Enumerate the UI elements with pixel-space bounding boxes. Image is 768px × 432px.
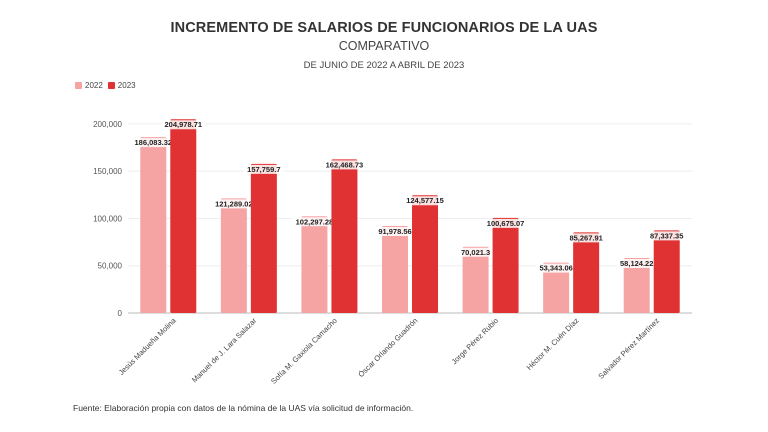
legend: 2022 2023 [75, 81, 141, 90]
data-label: 53,343.06 [539, 264, 572, 273]
bar-2023-1[interactable] [250, 163, 277, 313]
x-category-label: Jorge Pérez Rubio [450, 316, 500, 366]
legend-label-2023: 2023 [117, 81, 136, 90]
legend-swatch-2022 [75, 82, 82, 89]
x-category-label: Óscar Orlando Guadrón [356, 316, 419, 379]
bar-2023-3[interactable] [412, 195, 438, 313]
legend-item-2022[interactable]: 2022 [75, 81, 103, 90]
chart-title: INCREMENTO DE SALARIOS DE FUNCIONARIOS D… [170, 20, 598, 36]
bar-2023-2[interactable] [331, 159, 358, 313]
data-label: 124,577.15 [406, 196, 444, 205]
data-label: 186,083.32 [135, 138, 173, 147]
data-label-bg [374, 227, 416, 237]
data-label: 87,337.35 [650, 231, 683, 240]
data-label: 100,675.07 [487, 219, 525, 228]
chart-date-range: DE JUNIO DE 2022 A ABRIL DE 2023 [303, 60, 465, 71]
data-label-bg [130, 138, 176, 148]
data-label-bg [646, 231, 688, 241]
data-label-bg [160, 120, 206, 130]
x-category-label: Sofía M. Gaxiola Camacho [269, 316, 339, 386]
source-note: Fuente: Elaboración propia con datos de … [73, 403, 414, 413]
bar-2023-5[interactable] [573, 232, 600, 313]
data-label-bg [483, 218, 529, 228]
data-label-bg [211, 199, 257, 209]
y-tick-label: 50,000 [98, 262, 123, 271]
data-label: 91,978.56 [378, 227, 411, 236]
y-tick-label: 150,000 [93, 167, 122, 176]
legend-label-2022: 2022 [85, 81, 103, 90]
bar-2023-4[interactable] [492, 217, 519, 313]
data-label: 102,297.28 [296, 217, 334, 226]
chart-subtitle: COMPARATIVO [338, 39, 430, 53]
data-label: 85,267.91 [569, 233, 602, 242]
data-label-bg [243, 164, 285, 174]
data-label: 157,759.7 [247, 165, 280, 174]
bar-2022-3[interactable] [382, 226, 408, 313]
y-tick-label: 200,000 [93, 120, 122, 129]
legend-item-2023[interactable]: 2023 [107, 81, 136, 90]
bar-2023-0[interactable] [170, 119, 197, 313]
bar-2022-4[interactable] [462, 246, 489, 313]
data-label-bg [291, 217, 337, 227]
bar-2022-0[interactable] [140, 137, 167, 313]
data-label: 121,289.02 [215, 199, 253, 208]
x-category-label: Manuel de J. Lara Salazar [190, 316, 259, 385]
legend-swatch-2023 [107, 82, 115, 89]
bar-2022-1[interactable] [220, 198, 247, 313]
data-label: 70,021.3 [461, 248, 490, 257]
bar-2023-6[interactable] [653, 230, 680, 313]
data-label: 204,978.71 [165, 120, 203, 129]
x-category-label: Salvador Pérez Martínez [596, 316, 661, 381]
data-label-bg [535, 263, 577, 273]
data-label-bg [616, 259, 658, 269]
x-category-label: Jesús Madueña Molina [117, 315, 178, 376]
bar-2022-5[interactable] [543, 262, 570, 313]
data-label-bg [565, 233, 607, 243]
bar-2022-6[interactable] [623, 258, 650, 313]
data-label-bg [321, 160, 367, 170]
y-tick-label: 0 [118, 309, 123, 318]
x-category-label: Héctor M. Cuén Díaz [525, 316, 581, 372]
data-label-bg [402, 196, 448, 206]
bar-2022-2[interactable] [301, 216, 328, 313]
data-label-bg [457, 247, 494, 257]
y-tick-label: 100,000 [93, 214, 122, 223]
data-label: 162,468.73 [326, 160, 364, 169]
data-label: 58,124.22 [620, 259, 653, 268]
